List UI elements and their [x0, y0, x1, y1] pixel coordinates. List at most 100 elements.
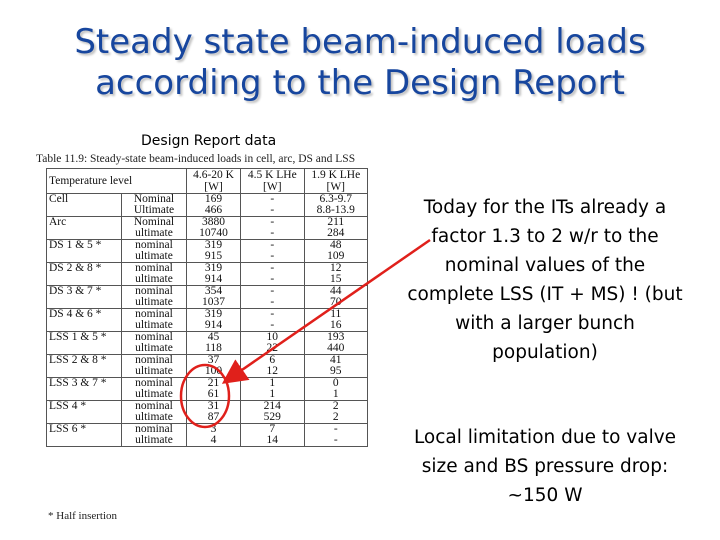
cell-value-ultimate: ultimate — [135, 273, 173, 285]
cell-value-ultimate: 10740 — [199, 227, 228, 239]
table-caption: Table 11.9: Steady-state beam-induced lo… — [36, 153, 356, 165]
col-4-6-20k-cell: 169 466 — [185, 193, 242, 217]
title-line-1: Steady state beam-induced loads — [74, 22, 646, 62]
cell-value-ultimate: ultimate — [135, 227, 173, 239]
cell-value-ultimate: - — [270, 227, 275, 239]
cell-value-nominal: 44 — [330, 285, 342, 297]
cell-value-nominal: 319 — [204, 262, 223, 274]
cell-value-nominal: nominal — [135, 423, 173, 435]
cell-value-nominal: nominal — [135, 308, 173, 320]
row-label-cell: DS 2 & 8 * — [46, 262, 122, 286]
cell-value-nominal: 3 — [210, 423, 217, 435]
design-report-label: Design Report data — [141, 133, 277, 149]
title-line-2: according to the Design Report — [95, 63, 625, 103]
cell-value-ultimate: 109 — [327, 250, 345, 262]
header-4-5k-range: 4.5 K LHe — [247, 169, 297, 181]
cell-value-nominal: Nominal — [133, 216, 175, 228]
cell-value-nominal: - — [270, 239, 275, 251]
table-row: DS 2 & 8 * nominal ultimate 319 914- -12 15 — [46, 262, 369, 286]
col-1-9k-cell: -- — [303, 423, 369, 447]
cell-value-ultimate: ultimate — [135, 411, 173, 423]
cell-value-ultimate: 914 — [204, 273, 223, 285]
cell-value-ultimate: 529 — [263, 411, 281, 423]
cell-value-nominal: 354 — [204, 285, 223, 297]
cell-value-nominal: 10 — [266, 331, 279, 343]
cell-value-ultimate: 1 — [269, 388, 276, 400]
cell-value-ultimate: 100 — [204, 365, 223, 377]
cell-value-nominal: 37 — [207, 354, 220, 366]
row-sub-cell: nominal ultimate — [121, 262, 187, 286]
table-row: LSS 1 & 5 *nominalultimate45118102219344… — [46, 331, 369, 355]
cell-value-nominal: - — [333, 423, 338, 435]
col-4-5k-cell: -- — [240, 216, 305, 240]
cell-value-ultimate: 8.8-13.9 — [316, 204, 355, 216]
table-footnote: * Half insertion — [48, 510, 118, 522]
cell-value-ultimate: 118 — [205, 342, 222, 354]
cell-value-ultimate: - — [270, 250, 275, 262]
header-4-6-20k-range: 4.6-20 K — [193, 169, 234, 181]
cell-value-ultimate: 914 — [204, 319, 223, 331]
col-4-5k-cell: -- — [240, 262, 305, 286]
note-its-factor: Today for the ITs already a factor 1.3 t… — [407, 197, 683, 363]
cell-value-ultimate: 2 — [332, 411, 339, 423]
cell-value-ultimate: 284 — [327, 227, 345, 239]
table-header-row: Temperature level 4.6-20 K [W] 4.5 K LHe… — [46, 168, 369, 194]
highlight-ellipse — [179, 363, 231, 429]
cell-value-ultimate: - — [333, 434, 338, 446]
row-sub-cell: nominal ultimate — [121, 423, 187, 447]
col-4-6-20k-cell: 319 914 — [185, 308, 242, 332]
col-1-9k-cell: 41 95 — [303, 354, 369, 378]
cell-value-nominal: - — [270, 262, 275, 274]
cell-value-nominal: nominal — [135, 377, 173, 389]
note-local-limitation: Local limitation due to valve size and B… — [413, 427, 677, 506]
cell-value-nominal: 21 — [207, 377, 220, 389]
heat-load-table: Temperature level 4.6-20 K [W] 4.5 K LHe… — [46, 168, 369, 447]
cell-value-nominal: nominal — [135, 400, 173, 412]
header-4-5k-unit: [W] — [263, 181, 282, 193]
cell-value-ultimate: - — [270, 319, 275, 331]
cell-value-nominal: 319 — [204, 239, 223, 251]
cell-value-ultimate: - — [270, 296, 275, 308]
row-sub-cell: nominal ultimate — [121, 239, 187, 263]
row-label-cell: LSS 2 & 8 * — [46, 354, 122, 378]
cell-value-ultimate: 95 — [330, 365, 342, 377]
cell-value-nominal: nominal — [135, 354, 173, 366]
cell-value-nominal: nominal — [135, 285, 173, 297]
cell-value-nominal: 7 — [269, 423, 276, 435]
cell-value-nominal: 48 — [330, 239, 342, 251]
col-4-5k-cell: 7 14 — [240, 423, 305, 447]
cell-value-nominal: 6 — [269, 354, 276, 366]
cell-value-ultimate: - — [270, 273, 275, 285]
header-4-5k-lhe: 4.5 K LHe [W] — [240, 168, 305, 194]
cell-value-ultimate: 14 — [266, 434, 279, 446]
cell-value-nominal: 214 — [263, 400, 281, 412]
cell-value-nominal: 31 — [207, 400, 220, 412]
row-label-cell: LSS 1 & 5 * — [46, 331, 122, 355]
cell-value-nominal: 169 — [204, 193, 223, 205]
header-4-6-20k: 4.6-20 K [W] — [185, 168, 242, 194]
cell-value-ultimate: 1 — [332, 388, 339, 400]
slide-title: Steady state beam-induced loads accordin… — [40, 22, 680, 104]
row-sub-cell: nominal ultimate — [121, 400, 187, 424]
cell-value-nominal: 3880 — [202, 216, 226, 228]
header-4-6-20k-unit: [W] — [204, 181, 223, 193]
cell-value-ultimate: - — [270, 204, 275, 216]
cell-value-ultimate: 16 — [330, 319, 342, 331]
cell-value-nominal: 6.3-9.7 — [319, 193, 353, 205]
cell-value-nominal: nominal — [135, 262, 173, 274]
header-1-9k-unit: [W] — [326, 181, 346, 193]
cell-value-nominal: 45 — [207, 331, 220, 343]
cell-value-nominal: Nominal — [133, 193, 175, 205]
cell-value-nominal: - — [270, 285, 275, 297]
cell-value-ultimate: ultimate — [135, 434, 173, 446]
row-sub-cell: Nominal Ultimate — [121, 193, 187, 217]
cell-value-ultimate: ultimate — [135, 365, 173, 377]
cell-value-nominal: nominal — [135, 331, 173, 343]
header-1-9k-range: 1.9 K LHe — [311, 169, 361, 181]
cell-value-ultimate: ultimate — [135, 296, 173, 308]
col-4-5k-cell: -- — [240, 308, 305, 332]
cell-value-nominal: 2 — [332, 400, 339, 412]
cell-value-ultimate: 440 — [327, 342, 345, 354]
cell-value-nominal: 211 — [327, 216, 345, 228]
